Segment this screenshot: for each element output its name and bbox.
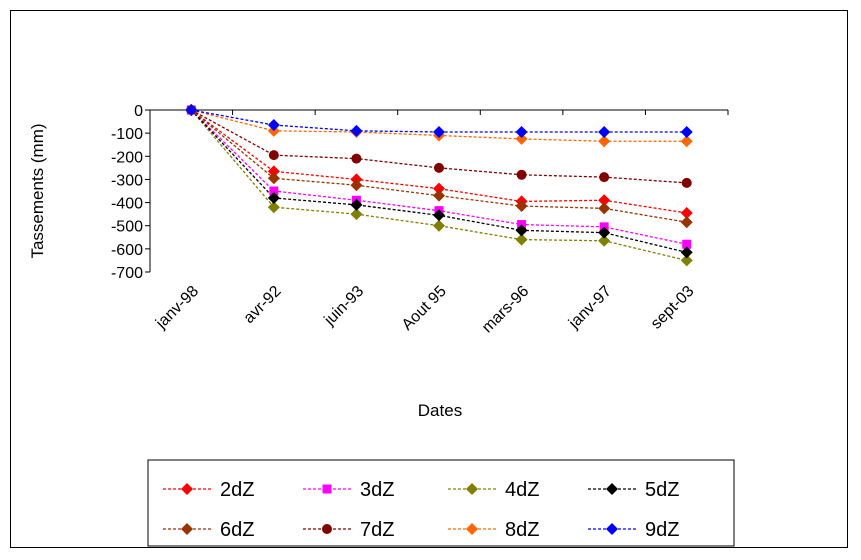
data-point-6dZ xyxy=(350,179,363,192)
y-tick-label: -100 xyxy=(111,126,143,143)
x-tick-label: juin-93 xyxy=(321,283,368,330)
legend-marker-8dZ xyxy=(466,523,478,535)
data-point-9dZ xyxy=(185,104,198,116)
data-point-4dZ xyxy=(680,254,693,267)
data-point-6dZ xyxy=(515,200,528,213)
legend-label-6dZ: 6dZ xyxy=(220,519,254,541)
data-point-6dZ xyxy=(433,189,445,202)
data-point-8dZ xyxy=(515,132,528,145)
data-point-9dZ xyxy=(515,125,528,138)
x-tick-label: mars-96 xyxy=(479,283,533,337)
x-tick-label: janv-97 xyxy=(565,283,615,333)
x-tick-label: janv-98 xyxy=(152,283,202,333)
data-point-8dZ xyxy=(680,135,693,148)
data-point-2dZ xyxy=(433,182,445,195)
legend-box xyxy=(147,459,735,547)
y-tick-label: -400 xyxy=(111,196,143,213)
data-point-7dZ xyxy=(268,150,279,161)
data-point-9dZ xyxy=(267,119,280,132)
data-point-5dZ xyxy=(515,224,528,237)
data-point-7dZ xyxy=(681,177,692,188)
legend-label-5dZ: 5dZ xyxy=(645,479,679,501)
x-tick-label: avr-92 xyxy=(241,283,285,327)
legend-label-8dZ: 8dZ xyxy=(505,519,539,541)
data-point-2dZ xyxy=(598,194,611,207)
data-point-2dZ xyxy=(680,206,693,219)
data-point-5dZ xyxy=(350,198,363,211)
data-point-7dZ xyxy=(434,162,444,173)
legend-marker-2dZ xyxy=(181,483,193,495)
legend-label-2dZ: 2dZ xyxy=(220,479,254,501)
data-point-3dZ xyxy=(269,186,279,196)
y-tick-label: -600 xyxy=(111,242,143,259)
data-point-7dZ xyxy=(599,172,610,183)
chart-area xyxy=(10,10,848,548)
legend-marker-3dZ xyxy=(322,484,332,494)
data-point-2dZ xyxy=(267,165,280,178)
data-point-5dZ xyxy=(680,246,693,259)
data-point-3dZ xyxy=(682,239,692,249)
x-axis-title: Dates xyxy=(418,401,462,420)
legend-label-9dZ: 9dZ xyxy=(645,519,679,541)
data-point-4dZ xyxy=(267,201,280,214)
legend-marker-4dZ xyxy=(466,483,478,495)
data-point-6dZ xyxy=(598,202,611,215)
y-tick-label: 0 xyxy=(134,103,143,120)
y-tick-label: -200 xyxy=(111,149,143,166)
x-tick-label: Aout 95 xyxy=(399,283,450,334)
legend-label-3dZ: 3dZ xyxy=(360,479,394,501)
data-point-4dZ xyxy=(433,219,445,232)
y-tick-label: -500 xyxy=(111,219,143,236)
data-point-4dZ xyxy=(350,208,363,221)
data-point-9dZ xyxy=(433,125,445,138)
data-point-4dZ xyxy=(598,234,611,247)
y-tick-label: -700 xyxy=(111,265,143,282)
data-point-4dZ xyxy=(515,233,528,246)
data-point-5dZ xyxy=(433,209,445,222)
legend-marker-6dZ xyxy=(181,523,193,535)
legend-marker-7dZ xyxy=(322,524,332,534)
data-point-7dZ xyxy=(351,153,362,164)
legend-marker-5dZ xyxy=(606,483,618,495)
data-point-5dZ xyxy=(267,191,280,204)
legend-label-4dZ: 4dZ xyxy=(505,479,539,501)
y-tick-label: -300 xyxy=(111,172,143,189)
data-point-9dZ xyxy=(350,124,363,137)
data-point-7dZ xyxy=(516,169,527,180)
x-tick-label: sept-03 xyxy=(648,283,698,333)
data-point-9dZ xyxy=(680,125,693,138)
data-point-5dZ xyxy=(598,226,611,239)
y-axis-title: Tassements (mm) xyxy=(28,123,47,258)
data-point-9dZ xyxy=(598,125,611,138)
legend-marker-9dZ xyxy=(606,523,618,535)
data-point-8dZ xyxy=(598,135,611,148)
legend-label-7dZ: 7dZ xyxy=(360,519,394,541)
data-point-6dZ xyxy=(267,172,280,185)
data-point-6dZ xyxy=(680,216,693,229)
